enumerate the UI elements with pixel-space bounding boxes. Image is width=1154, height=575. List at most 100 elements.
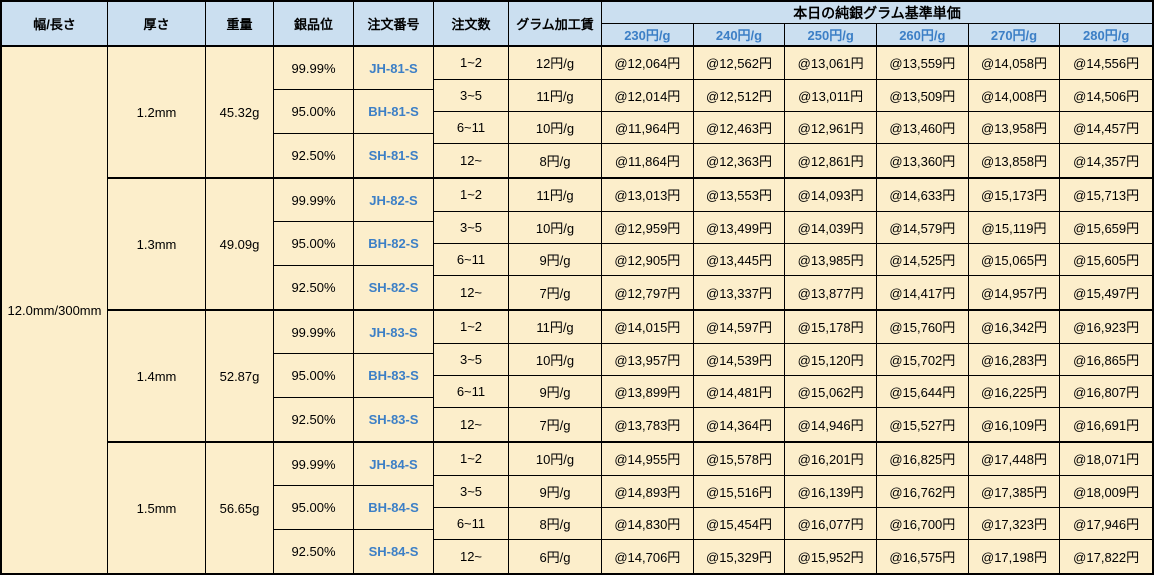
price-cell: @14,058円 <box>968 47 1061 80</box>
price-cell: @16,691円 <box>1073 418 1140 434</box>
thickness-cell: 1.5mm <box>108 443 206 573</box>
purity-cell: 92.50% <box>274 133 354 177</box>
header-order-qty: 注文数 <box>434 2 509 45</box>
price-cell: @13,958円 <box>968 112 1061 145</box>
purity-cell: 95.00% <box>274 486 354 530</box>
price-cell: @15,119円 <box>968 211 1061 244</box>
price-cell: @14,957円 <box>969 276 1061 309</box>
price-cell: @15,760円 <box>876 311 969 344</box>
order-no-cell: JH-83-S <box>354 311 434 355</box>
price-cell: @12,463円 <box>693 112 786 145</box>
weight-cell: 56.65g <box>206 443 274 573</box>
thickness-block: 1.4mm 52.87g 99.99% JH-83-S 95.00% BH-83-S 92.… <box>108 311 1152 443</box>
order-no-cell: SH-81-S <box>354 133 434 177</box>
price-cell: @14,539円 <box>693 343 786 376</box>
price-cell: @17,946円 <box>1060 508 1152 541</box>
price-cell: @16,225円 <box>968 376 1061 409</box>
price-cell: @15,178円 <box>785 311 877 344</box>
price-cell: @14,417円 <box>877 276 969 309</box>
price-cell: @13,553円 <box>693 179 786 212</box>
price-cell: @15,952円 <box>785 540 877 573</box>
price-cell: @13,985円 <box>785 244 877 277</box>
price-cell: @14,481円 <box>693 376 786 409</box>
header-order-no: 注文番号 <box>354 2 434 45</box>
price-cell: @15,120円 <box>785 343 877 376</box>
price-cell: @15,527円 <box>877 408 969 441</box>
price-cell: @14,093円 <box>785 179 877 212</box>
header-price-rate: 250円/g <box>785 24 877 45</box>
price-cell: @13,013円 <box>602 179 694 212</box>
header-price-rate: 260円/g <box>877 24 969 45</box>
header-price-rate: 240円/g <box>694 24 786 45</box>
price-cell: @12,562円 <box>693 47 786 80</box>
order-no-cell: SH-82-S <box>354 265 434 309</box>
qty-cell: 3~5 <box>434 343 509 376</box>
thickness-block: 1.3mm 49.09g 99.99% JH-82-S 95.00% BH-82-S 92.… <box>108 179 1152 311</box>
price-cell: @15,605円 <box>1060 244 1152 277</box>
price-cell: @16,139円 <box>785 475 877 508</box>
price-cell: @14,008円 <box>968 79 1061 112</box>
price-cell: @14,357円 <box>1073 154 1140 170</box>
qty-cell: 6~11 <box>434 376 509 409</box>
purity-cell: 99.99% <box>274 179 354 223</box>
price-cell: @18,009円 <box>1060 476 1152 508</box>
header-price-group: 本日の純銀グラム基準単価 <box>602 2 1152 24</box>
order-no-cell: JH-81-S <box>354 47 434 91</box>
purity-cell: 92.50% <box>274 397 354 441</box>
thickness-block: 1.5mm 56.65g 99.99% JH-84-S 95.00% BH-84-S 92.… <box>108 443 1152 573</box>
price-cell: @18,071円 <box>1060 443 1152 476</box>
price-cell: @13,899円 <box>602 376 694 409</box>
size-cell: 12.0mm/300mm <box>2 47 108 573</box>
price-cell: @13,559円 <box>876 47 969 80</box>
qty-cell: 1~2 <box>434 179 509 212</box>
qty-cell: 6~11 <box>434 508 509 541</box>
thickness-cell: 1.4mm <box>108 311 206 441</box>
price-cell: @12,961円 <box>785 112 877 145</box>
header-price-rate: 230円/g <box>602 24 694 45</box>
qty-cell: 1~2 <box>434 311 509 344</box>
qty-cell: 12~ <box>434 408 509 441</box>
price-cell: @13,877円 <box>785 276 877 309</box>
price-cell: @16,700円 <box>876 508 969 541</box>
price-cell: @16,575円 <box>877 540 969 573</box>
purity-cell: 95.00% <box>274 354 354 398</box>
price-cell: @16,807円 <box>1060 376 1152 409</box>
blocks: 1.2mm 45.32g 99.99% JH-81-S 95.00% BH-81-S 92.… <box>108 47 1152 573</box>
price-cell: @14,830円 <box>602 508 694 541</box>
qty-cell: 12~ <box>434 276 509 309</box>
price-cell: @14,457円 <box>1060 112 1152 145</box>
price-cell: @14,946円 <box>785 408 877 441</box>
fee-cell: 10円/g <box>509 443 602 476</box>
price-cell: @17,198円 <box>969 540 1061 573</box>
price-cell: @13,783円 <box>602 408 694 441</box>
purity-cell: 95.00% <box>274 222 354 266</box>
fee-cell: 10円/g <box>509 112 602 145</box>
price-cell: @13,445円 <box>693 244 786 277</box>
price-cell: @16,825円 <box>876 443 969 476</box>
price-cell: @15,173円 <box>968 179 1061 212</box>
qty-cell: 1~2 <box>434 443 509 476</box>
order-no-cell: BH-83-S <box>354 354 434 398</box>
fee-cell: 6円/g <box>509 540 602 573</box>
fee-cell: 9円/g <box>509 376 602 409</box>
price-cell: @15,454円 <box>693 508 786 541</box>
fee-cell: 10円/g <box>509 211 602 244</box>
price-cell: @17,385円 <box>968 475 1061 508</box>
price-cell: @15,644円 <box>876 376 969 409</box>
thickness-block: 1.2mm 45.32g 99.99% JH-81-S 95.00% BH-81-S 92.… <box>108 47 1152 179</box>
fee-cell: 9円/g <box>509 244 602 277</box>
fee-cell: 11円/g <box>509 311 602 344</box>
fee-cell: 7円/g <box>509 408 602 441</box>
price-cell: @16,762円 <box>876 475 969 508</box>
price-cell: @14,039円 <box>785 211 877 244</box>
qty-cell: 3~5 <box>434 79 509 112</box>
price-cell: @12,363円 <box>694 144 786 177</box>
fee-cell: 8円/g <box>509 508 602 541</box>
order-no-cell: BH-84-S <box>354 486 434 530</box>
price-cell: @14,706円 <box>602 540 694 573</box>
header-price-rate: 270円/g <box>969 24 1061 45</box>
price-cell: @14,633円 <box>876 179 969 212</box>
purity-cell: 99.99% <box>274 311 354 355</box>
fee-cell: 11円/g <box>509 79 602 112</box>
